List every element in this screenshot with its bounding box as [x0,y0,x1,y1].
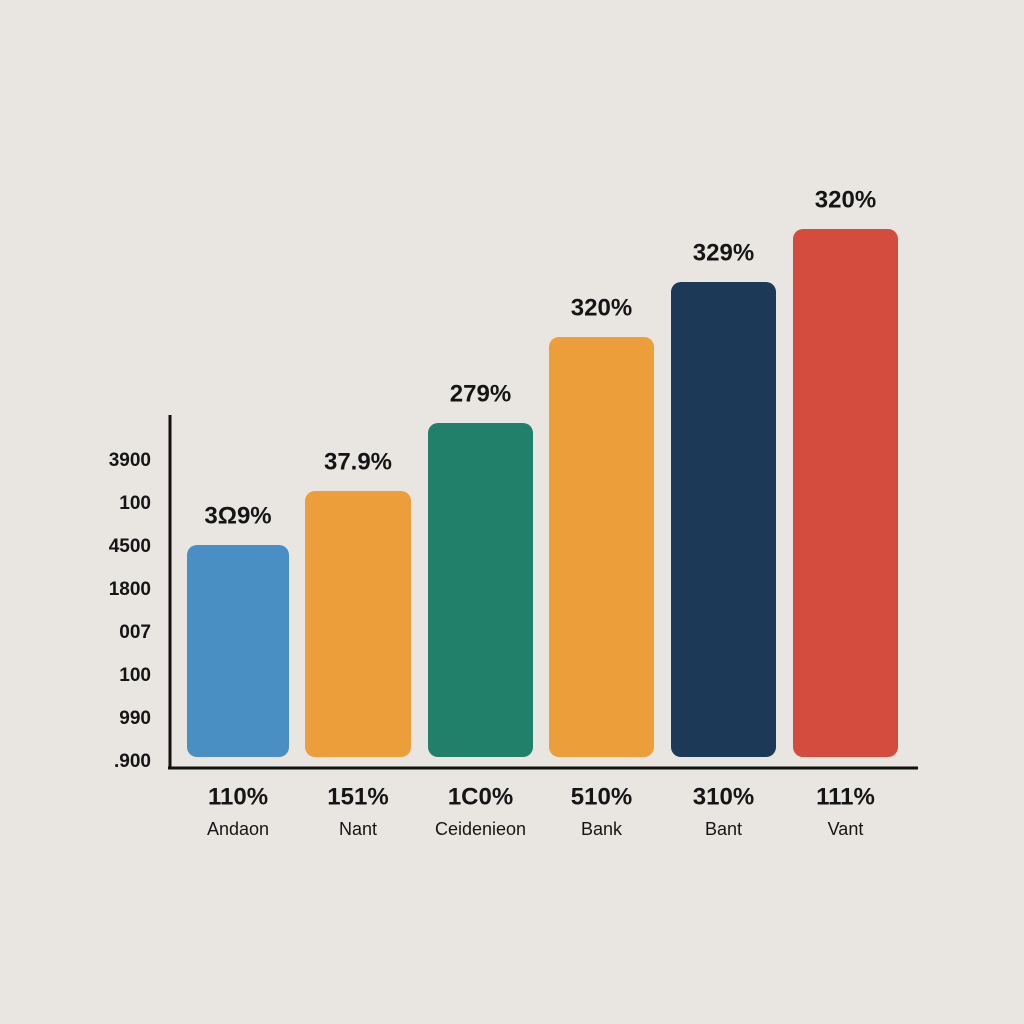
bar-name: Vant [828,819,864,839]
bar-bottom-label: 1C0% [448,783,513,810]
bar-bottom-label: 310% [693,783,754,810]
bar-bottom-label: 510% [571,783,632,810]
y-axis-label: 4500 [109,536,151,557]
bar-top-label: 320% [571,294,632,321]
y-axis-label: 3900 [109,450,151,471]
bar [428,423,533,757]
bar-bottom-label: 111% [816,783,875,810]
bar-top-label: 3Ω9% [204,502,271,529]
bar-name: Ceidenieon [435,819,526,839]
y-axis-label: 990 [119,708,151,729]
bar [305,491,411,757]
y-axis-label: 1800 [109,579,151,600]
y-axis-label: 100 [119,493,151,514]
y-axis-label: .900 [114,751,151,772]
bar-bottom-label: 110% [208,783,268,810]
bar [187,545,289,757]
bar [671,282,776,757]
bar [793,229,898,757]
bar [549,337,654,757]
bar-top-label: 37.9% [324,448,392,475]
y-axis-label: 007 [119,622,151,643]
bar-name: Bank [581,819,623,839]
bar-name: Andaon [207,819,269,839]
bar-bottom-label: 151% [327,783,388,810]
bar-top-label: 329% [693,239,754,266]
bar-name: Nant [339,819,377,839]
y-axis-label: 100 [119,665,151,686]
bar-name: Bant [705,819,742,839]
bar-top-label: 279% [450,380,511,407]
bar-top-label: 320% [815,186,876,213]
